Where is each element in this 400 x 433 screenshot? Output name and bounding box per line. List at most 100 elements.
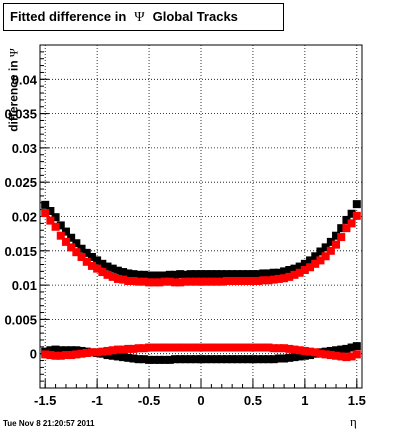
data-point (217, 343, 226, 352)
data-point (171, 270, 180, 279)
data-point (243, 276, 252, 285)
data-point (93, 256, 102, 265)
data-point (248, 343, 257, 352)
data-point (280, 274, 289, 283)
data-point (103, 270, 112, 279)
data-point (207, 277, 216, 286)
data-point (352, 350, 361, 359)
data-point (337, 352, 346, 361)
series-2 (41, 209, 361, 287)
data-point (124, 353, 133, 362)
data-point (254, 343, 263, 352)
data-point (222, 270, 231, 279)
data-point (77, 244, 86, 253)
data-point (46, 351, 55, 360)
data-point (197, 277, 205, 286)
data-point (108, 264, 117, 273)
data-point (233, 270, 242, 279)
data-point (113, 274, 122, 283)
data-point (243, 270, 252, 279)
data-point (337, 224, 346, 233)
data-point (269, 268, 278, 277)
data-point (129, 276, 138, 285)
data-point (269, 275, 278, 284)
data-point (129, 270, 138, 279)
data-point (347, 219, 356, 228)
data-point (264, 276, 273, 285)
data-point (197, 343, 205, 352)
data-point (61, 237, 70, 246)
series-3 (41, 342, 361, 364)
data-point (67, 346, 76, 355)
data-point (342, 224, 351, 233)
data-point (56, 231, 65, 240)
data-point (82, 349, 91, 358)
data-point (228, 276, 237, 285)
data-point (139, 270, 148, 279)
data-point (155, 355, 164, 364)
data-point (160, 271, 169, 280)
data-point (306, 347, 315, 356)
data-point (139, 277, 148, 286)
data-point (233, 343, 242, 352)
x-tick-label: -1 (91, 393, 103, 408)
x-tick-label: -0.5 (138, 393, 160, 408)
data-point (165, 343, 174, 352)
data-point (311, 259, 320, 268)
y-axis-label: difference in Ψ (7, 48, 22, 132)
data-point (352, 200, 361, 209)
data-point (134, 344, 143, 353)
data-point (337, 345, 346, 354)
data-point (212, 277, 221, 286)
data-point (41, 200, 50, 209)
data-point (233, 355, 242, 364)
data-point (285, 272, 294, 281)
y-tick-label: 0 (30, 347, 37, 362)
y-tick-label: 0.03 (12, 141, 37, 156)
data-point (191, 277, 200, 286)
y-tick-label: 0.015 (4, 244, 37, 259)
title-prefix: Fitted difference in (10, 9, 127, 24)
data-point (311, 252, 320, 261)
data-point (321, 350, 330, 359)
data-point (93, 264, 102, 273)
data-point (176, 270, 185, 279)
data-point (61, 346, 70, 355)
title-psi-symbol: Ψ (134, 10, 145, 25)
data-point (259, 343, 268, 352)
data-point (181, 355, 190, 364)
data-point (139, 344, 148, 353)
data-point (87, 348, 96, 357)
data-point (186, 270, 195, 279)
data-point (202, 343, 211, 352)
data-point (51, 213, 60, 222)
data-point (326, 346, 335, 355)
data-point (352, 342, 361, 351)
data-point (290, 353, 299, 362)
data-point (171, 278, 180, 287)
data-point (155, 343, 164, 352)
data-point (145, 355, 154, 364)
series-4 (41, 343, 361, 362)
data-point (98, 268, 107, 277)
data-point (207, 270, 216, 279)
data-point (295, 352, 304, 361)
data-point (285, 353, 294, 362)
data-point (342, 353, 351, 362)
data-point (248, 276, 257, 285)
data-point (160, 343, 169, 352)
data-point (82, 248, 91, 257)
data-marks (41, 200, 361, 364)
data-point (326, 351, 335, 360)
data-point (46, 216, 55, 225)
data-point (150, 355, 159, 364)
data-point (217, 270, 226, 279)
data-point (311, 348, 320, 357)
data-point (191, 355, 200, 364)
data-point (139, 355, 148, 364)
data-point (119, 353, 128, 362)
data-point (222, 343, 231, 352)
grid-lines (40, 45, 362, 388)
data-point (197, 270, 205, 279)
data-point (119, 275, 128, 284)
